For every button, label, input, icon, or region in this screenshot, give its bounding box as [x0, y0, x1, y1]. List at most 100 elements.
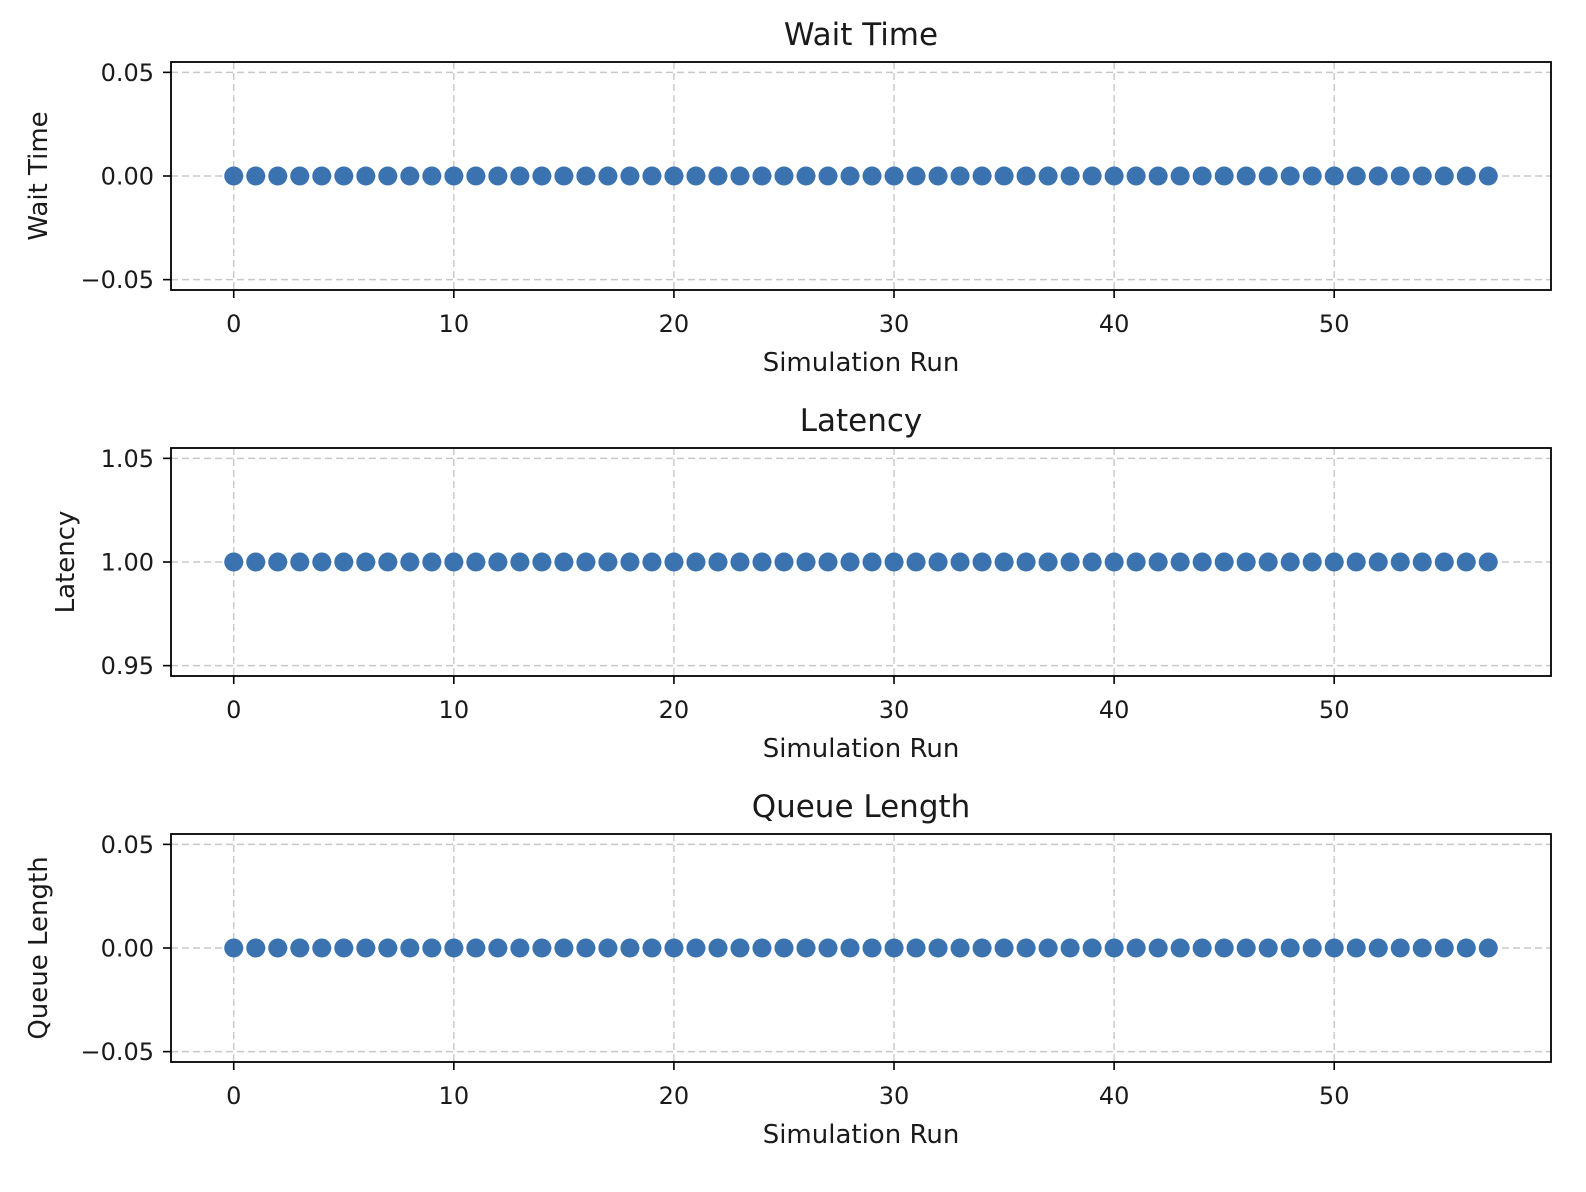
- latency-point-19: [642, 552, 662, 572]
- latency-panel: 0 10 20 30 40 50 0.95 1.00 1.05 Latency Simulation…: [51, 403, 1552, 764]
- latency-point-40: [1104, 552, 1124, 572]
- latency-point-52: [1368, 552, 1388, 572]
- wait-time-point-0: [224, 166, 244, 186]
- wait-time-point-57: [1478, 166, 1498, 186]
- latency-point-5: [334, 552, 354, 572]
- latency-point-44: [1192, 552, 1212, 572]
- wait-time-x-tick-label-4: 40: [1099, 310, 1130, 338]
- queue-length-point-24: [752, 938, 772, 958]
- wait-time-point-24: [752, 166, 772, 186]
- queue-length-point-46: [1236, 938, 1256, 958]
- queue-length-panel: 0 10 20 30 40 50 −0.05 0.00 0.05 Queue Length Simu…: [24, 789, 1552, 1150]
- wait-time-point-18: [620, 166, 640, 186]
- wait-time-point-16: [576, 166, 596, 186]
- queue-length-point-22: [708, 938, 728, 958]
- queue-length-point-9: [422, 938, 442, 958]
- wait-time-y-tick-label-1: 0.00: [101, 163, 154, 191]
- latency-point-28: [840, 552, 860, 572]
- queue-length-point-28: [840, 938, 860, 958]
- latency-point-26: [796, 552, 816, 572]
- latency-point-50: [1324, 552, 1344, 572]
- queue-length-point-32: [928, 938, 948, 958]
- wait-time-point-48: [1280, 166, 1300, 186]
- wait-time-x-axis-label: Simulation Run: [763, 348, 960, 378]
- wait-time-chart-title: Wait Time: [784, 17, 938, 53]
- wait-time-point-32: [928, 166, 948, 186]
- queue-length-x-tick-label-2: 20: [659, 1082, 690, 1110]
- latency-x-tick-label-4: 40: [1099, 696, 1130, 724]
- latency-point-39: [1082, 552, 1102, 572]
- wait-time-point-27: [818, 166, 838, 186]
- latency-point-16: [576, 552, 596, 572]
- wait-time-point-7: [378, 166, 398, 186]
- wait-time-point-10: [444, 166, 464, 186]
- wait-time-point-11: [466, 166, 486, 186]
- queue-length-y-tick-label-1: 0.00: [101, 935, 154, 963]
- wait-time-x-tick-label-3: 30: [879, 310, 910, 338]
- queue-length-point-26: [796, 938, 816, 958]
- wait-time-point-35: [994, 166, 1014, 186]
- wait-time-point-28: [840, 166, 860, 186]
- wait-time-point-44: [1192, 166, 1212, 186]
- queue-length-point-57: [1478, 938, 1498, 958]
- queue-length-point-25: [774, 938, 794, 958]
- wait-time-point-1: [246, 166, 266, 186]
- queue-length-x-tick-label-4: 40: [1099, 1082, 1130, 1110]
- wait-time-point-53: [1390, 166, 1410, 186]
- queue-length-point-56: [1456, 938, 1476, 958]
- latency-point-34: [972, 552, 992, 572]
- queue-length-point-33: [950, 938, 970, 958]
- queue-length-point-6: [356, 938, 376, 958]
- queue-length-point-52: [1368, 938, 1388, 958]
- wait-time-point-39: [1082, 166, 1102, 186]
- wait-time-point-2: [268, 166, 288, 186]
- queue-length-point-53: [1390, 938, 1410, 958]
- latency-point-57: [1478, 552, 1498, 572]
- queue-length-x-tick-label-3: 30: [879, 1082, 910, 1110]
- wait-time-point-40: [1104, 166, 1124, 186]
- queue-length-y-axis-label: Queue Length: [24, 856, 54, 1039]
- wait-time-point-19: [642, 166, 662, 186]
- wait-time-point-47: [1258, 166, 1278, 186]
- queue-length-point-8: [400, 938, 420, 958]
- latency-point-51: [1346, 552, 1366, 572]
- queue-length-x-tick-label-1: 10: [439, 1082, 470, 1110]
- queue-length-point-0: [224, 938, 244, 958]
- queue-length-point-55: [1434, 938, 1454, 958]
- wait-time-x-tick-label-1: 10: [439, 310, 470, 338]
- latency-x-tick-label-3: 30: [879, 696, 910, 724]
- queue-length-point-14: [532, 938, 552, 958]
- queue-length-point-17: [598, 938, 618, 958]
- wait-time-point-5: [334, 166, 354, 186]
- queue-length-x-axis-label: Simulation Run: [763, 1120, 960, 1150]
- latency-x-tick-label-0: 0: [226, 696, 241, 724]
- latency-point-33: [950, 552, 970, 572]
- queue-length-point-2: [268, 938, 288, 958]
- latency-point-1: [246, 552, 266, 572]
- queue-length-point-4: [312, 938, 332, 958]
- wait-time-point-36: [1016, 166, 1036, 186]
- latency-point-7: [378, 552, 398, 572]
- queue-length-point-41: [1126, 938, 1146, 958]
- queue-length-point-50: [1324, 938, 1344, 958]
- latency-point-32: [928, 552, 948, 572]
- queue-length-point-18: [620, 938, 640, 958]
- wait-time-point-26: [796, 166, 816, 186]
- latency-point-27: [818, 552, 838, 572]
- wait-time-point-46: [1236, 166, 1256, 186]
- wait-time-point-17: [598, 166, 618, 186]
- latency-point-15: [554, 552, 574, 572]
- latency-y-tick-label-2: 1.05: [101, 445, 154, 473]
- wait-time-point-4: [312, 166, 332, 186]
- queue-length-point-12: [488, 938, 508, 958]
- queue-length-point-30: [884, 938, 904, 958]
- latency-point-10: [444, 552, 464, 572]
- latency-x-tick-label-1: 10: [439, 696, 470, 724]
- wait-time-point-45: [1214, 166, 1234, 186]
- queue-length-point-51: [1346, 938, 1366, 958]
- latency-point-42: [1148, 552, 1168, 572]
- wait-time-point-42: [1148, 166, 1168, 186]
- wait-time-point-9: [422, 166, 442, 186]
- latency-point-38: [1060, 552, 1080, 572]
